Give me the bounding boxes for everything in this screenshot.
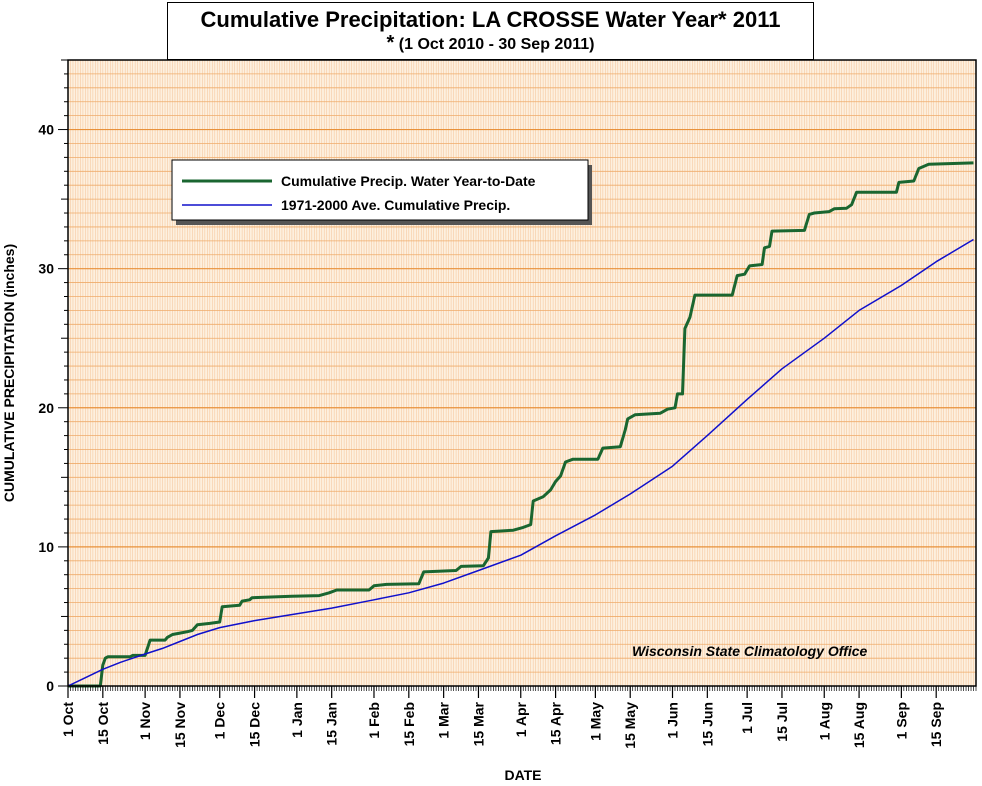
x-tick-label: 1 Mar — [436, 701, 452, 738]
x-tick-label: 1 Dec — [212, 702, 228, 740]
x-tick-label: 15 Mar — [470, 701, 486, 746]
x-tick-label: 15 Jan — [324, 702, 340, 746]
x-tick-label: 15 Oct — [95, 702, 111, 745]
legend-label-average: 1971-2000 Ave. Cumulative Precip. — [281, 197, 510, 213]
x-axis-title: DATE — [504, 767, 541, 783]
y-axis-title: CUMULATIVE PRECIPITATION (inches) — [1, 244, 17, 502]
legend: Cumulative Precip. Water Year-to-Date 19… — [171, 159, 592, 225]
x-tick-label: 15 May — [622, 702, 638, 749]
chart-subtitle: * (1 Oct 2010 - 30 Sep 2011) — [168, 33, 813, 55]
x-tick-label: 15 Jun — [699, 702, 715, 746]
y-tick-label: 10 — [38, 539, 54, 555]
y-tick-label: 30 — [38, 261, 54, 277]
x-tick-label: 1 Oct — [60, 702, 76, 737]
x-tick-label: 15 Aug — [851, 702, 867, 748]
x-tick-label: 1 Apr — [513, 701, 529, 737]
x-tick-label: 1 Jun — [665, 702, 681, 739]
series-line-average — [67, 238, 974, 687]
x-tick-label: 1 Aug — [816, 702, 832, 740]
subtitle-text: (1 Oct 2010 - 30 Sep 2011) — [398, 36, 595, 53]
x-axis-ticks: 1 Oct 15 Oct 1 Nov 15 Nov 1 Dec 15 Dec 1 Jan 15… — [60, 686, 944, 749]
y-axis-ticks: 0 10 20 30 40 — [38, 59, 68, 694]
grid-horizontal — [68, 73, 976, 673]
y-tick-label: 40 — [38, 122, 54, 138]
x-tick-label: 15 Dec — [247, 702, 263, 747]
legend-box — [171, 159, 589, 221]
title-box: Cumulative Precipitation: LA CROSSE Wate… — [167, 2, 814, 60]
legend-label-water-year: Cumulative Precip. Water Year-to-Date — [281, 173, 536, 189]
x-tick-label: 15 Apr — [548, 701, 564, 745]
y-tick-label: 20 — [38, 400, 54, 416]
x-tick-label: 15 Sep — [928, 702, 944, 747]
plot-background — [68, 60, 976, 686]
y-tick-label: 0 — [46, 678, 54, 694]
credit-text: Wisconsin State Climatology Office — [632, 643, 868, 659]
subtitle-marker: * — [386, 32, 395, 54]
x-tick-label: 15 Nov — [172, 702, 188, 748]
x-tick-label: 15 Feb — [401, 702, 417, 746]
series-line-water-year — [68, 161, 974, 688]
x-tick-label: 1 Sep — [893, 702, 909, 739]
x-tick-label: 1 Jul — [739, 702, 755, 734]
x-tick-label: 1 Nov — [137, 702, 153, 740]
x-tick-label: 15 Jul — [774, 702, 790, 742]
x-tick-label: 1 Feb — [366, 702, 382, 739]
x-tick-label: 1 May — [587, 702, 603, 741]
x-axis-minor-ticks — [67, 686, 977, 691]
x-tick-label: 1 Jan — [289, 702, 305, 738]
chart-title: Cumulative Precipitation: LA CROSSE Wate… — [200, 7, 781, 32]
plot-frame — [67, 59, 977, 687]
series-layer — [67, 161, 974, 688]
